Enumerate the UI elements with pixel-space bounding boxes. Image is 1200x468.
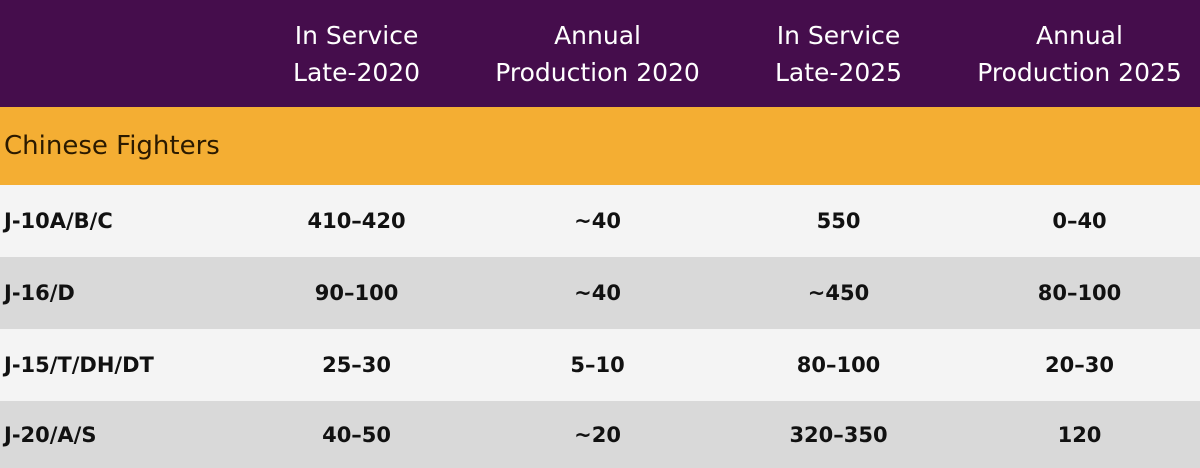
header-cell: Annual Production 2020 [477, 17, 718, 91]
value-cell: 550 [816, 209, 861, 233]
section-label: Chinese Fighters [4, 131, 220, 161]
header-line: Production 2020 [495, 57, 700, 87]
value-cell: ~40 [574, 209, 621, 233]
header-line: Production 2025 [977, 57, 1182, 87]
value-cell: ~20 [574, 422, 621, 447]
header-line: Late-2025 [774, 57, 903, 87]
header-cell: In Service Late-2025 [718, 17, 959, 91]
table-row: J-15/T/DH/DT 25–30 5–10 80–100 20–30 [0, 329, 1200, 401]
value-cell: ~40 [574, 281, 621, 305]
header-line: Annual [554, 20, 641, 50]
value-cell: 90–100 [314, 281, 399, 305]
value-cell: 5–10 [570, 353, 625, 377]
value-cell: 80–100 [796, 353, 881, 377]
row-label: J-16/D [4, 281, 75, 305]
section-row: Chinese Fighters [0, 107, 1200, 185]
value-cell: ~450 [807, 281, 870, 305]
value-cell: 410–420 [307, 209, 406, 233]
table-row: J-20/A/S 40–50 ~20 320–350 120 [0, 401, 1200, 468]
value-cell: 80–100 [1037, 281, 1122, 305]
value-cell: 0–40 [1052, 209, 1107, 233]
header-line: In Service [294, 20, 419, 50]
header-line: In Service [776, 20, 901, 50]
value-cell: 320–350 [789, 422, 888, 447]
value-cell: 25–30 [322, 353, 392, 377]
table-row: J-16/D 90–100 ~40 ~450 80–100 [0, 257, 1200, 329]
value-cell: 20–30 [1045, 353, 1114, 377]
table-row: J-10A/B/C 410–420 ~40 550 0–40 [0, 185, 1200, 257]
row-label: J-15/T/DH/DT [4, 353, 154, 377]
value-cell: 40–50 [322, 422, 392, 447]
row-label: J-20/A/S [4, 422, 97, 447]
value-cell: 120 [1057, 422, 1102, 447]
header-row: In Service Late-2020 Annual Production 2020… [0, 0, 1200, 107]
header-cell: Annual Production 2025 [959, 17, 1200, 91]
row-label: J-10A/B/C [4, 209, 113, 233]
header-cell: In Service Late-2020 [236, 17, 477, 91]
header-line: Late-2020 [293, 57, 421, 87]
header-line: Annual [1036, 20, 1123, 50]
